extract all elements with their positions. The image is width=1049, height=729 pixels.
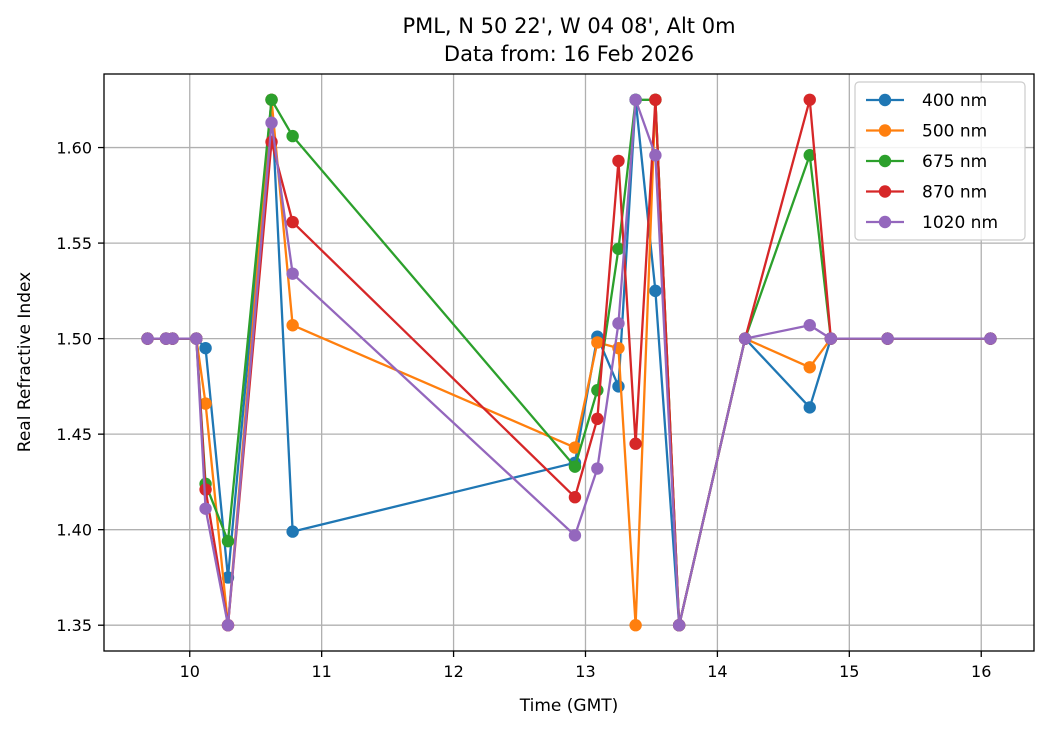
chart-subtitle: Data from: 16 Feb 2026 — [444, 42, 694, 66]
data-point — [673, 619, 685, 631]
data-point — [825, 332, 837, 344]
data-point — [629, 94, 641, 106]
x-tick-label: 12 — [443, 662, 463, 681]
y-tick-label: 1.40 — [56, 521, 92, 540]
x-tick-label: 15 — [839, 662, 859, 681]
data-point — [199, 342, 211, 354]
y-tick-label: 1.55 — [56, 234, 92, 253]
y-tick-label: 1.60 — [56, 139, 92, 158]
data-point — [649, 149, 661, 161]
data-point — [569, 491, 581, 503]
data-point — [612, 155, 624, 167]
legend-marker — [879, 185, 891, 197]
refractive-index-chart: PML, N 50 22', W 04 08', Alt 0m Data fro… — [0, 0, 1049, 729]
y-tick-label: 1.35 — [56, 616, 92, 635]
y-tick-label: 1.50 — [56, 330, 92, 349]
data-point — [591, 384, 603, 396]
data-point — [222, 619, 234, 631]
data-point — [265, 117, 277, 129]
data-point — [265, 94, 277, 106]
legend-marker — [879, 124, 891, 136]
data-point — [569, 529, 581, 541]
legend-label: 500 nm — [922, 122, 987, 142]
data-point — [286, 319, 298, 331]
data-point — [286, 130, 298, 142]
x-axis-label: Time (GMT) — [519, 696, 619, 716]
data-point — [141, 332, 153, 344]
data-point — [804, 319, 816, 331]
data-point — [591, 336, 603, 348]
data-point — [649, 94, 661, 106]
x-tick-label: 14 — [707, 662, 727, 681]
data-point — [190, 332, 202, 344]
data-point — [612, 380, 624, 392]
data-point — [739, 332, 751, 344]
legend: 400 nm 500 nm 675 nm 870 nm 1020 nm — [855, 82, 1025, 240]
data-point — [629, 619, 641, 631]
data-point — [286, 267, 298, 279]
data-point — [222, 535, 234, 547]
data-point — [804, 361, 816, 373]
axis-ticks: 10 11 12 13 14 15 16 1.35 1.40 1.45 1.50 1.55 1.60 — [56, 139, 991, 681]
data-point — [199, 502, 211, 514]
x-tick-label: 10 — [180, 662, 200, 681]
legend-marker — [879, 94, 891, 106]
data-point — [881, 332, 893, 344]
legend-label: 1020 nm — [922, 213, 998, 233]
x-tick-label: 13 — [575, 662, 595, 681]
legend-marker — [879, 155, 891, 167]
data-point — [804, 401, 816, 413]
legend-label: 675 nm — [922, 152, 987, 172]
legend-marker — [879, 216, 891, 228]
y-tick-label: 1.45 — [56, 425, 92, 444]
legend-label: 400 nm — [922, 91, 987, 111]
data-point — [569, 460, 581, 472]
data-point — [286, 525, 298, 537]
data-point — [591, 413, 603, 425]
data-point — [984, 332, 996, 344]
x-tick-label: 11 — [311, 662, 331, 681]
chart-title: PML, N 50 22', W 04 08', Alt 0m — [402, 14, 735, 38]
data-point — [612, 317, 624, 329]
x-tick-label: 16 — [971, 662, 991, 681]
data-point — [629, 438, 641, 450]
legend-label: 870 nm — [922, 183, 987, 203]
data-point — [591, 462, 603, 474]
data-point — [286, 216, 298, 228]
data-point — [804, 94, 816, 106]
y-axis-label: Real Refractive Index — [15, 272, 35, 452]
data-point — [649, 285, 661, 297]
data-point — [166, 332, 178, 344]
